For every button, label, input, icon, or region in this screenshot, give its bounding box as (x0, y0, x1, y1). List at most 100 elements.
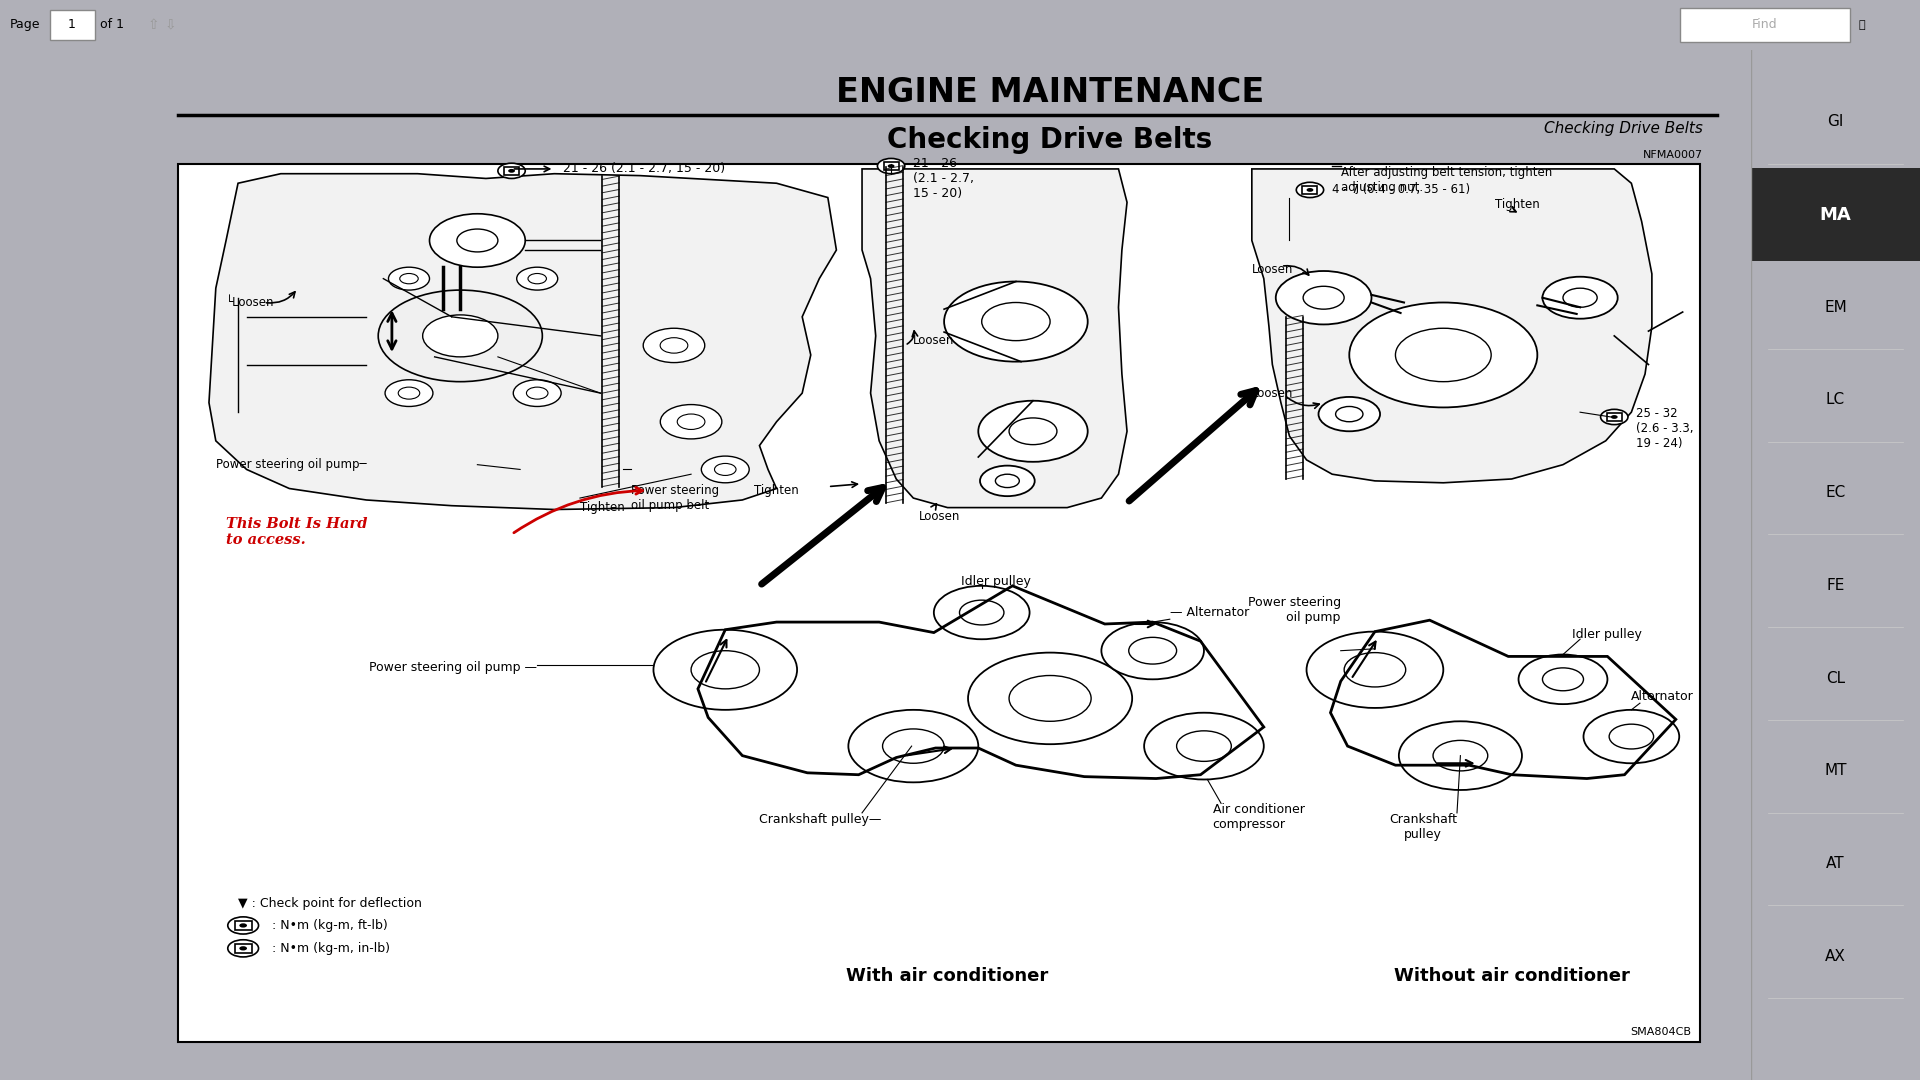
Circle shape (981, 302, 1050, 340)
Circle shape (1275, 271, 1371, 324)
Bar (883, 162, 899, 171)
Text: Idler pulley: Idler pulley (962, 575, 1031, 588)
Circle shape (1010, 675, 1091, 721)
Text: This Bolt Is Hard
to access.: This Bolt Is Hard to access. (227, 517, 367, 548)
Bar (1680, 8, 1851, 42)
Text: 25 - 32
(2.6 - 3.3,
19 - 24): 25 - 32 (2.6 - 3.3, 19 - 24) (1636, 407, 1693, 450)
Text: Page: Page (10, 18, 40, 31)
Circle shape (960, 600, 1004, 625)
Text: : N•m (kg-m, ft-lb): : N•m (kg-m, ft-lb) (273, 919, 388, 932)
Bar (179, 164, 1699, 1042)
Circle shape (887, 164, 895, 168)
Circle shape (528, 273, 547, 284)
Circle shape (1177, 731, 1231, 761)
Circle shape (1336, 406, 1363, 421)
Text: Loosen: Loosen (914, 334, 954, 347)
Circle shape (513, 380, 561, 406)
Circle shape (240, 946, 248, 950)
Bar (505, 166, 518, 175)
Text: ENGINE MAINTENANCE: ENGINE MAINTENANCE (835, 76, 1263, 109)
Text: Air conditioner
compressor: Air conditioner compressor (1213, 804, 1304, 832)
Text: Tighten: Tighten (1494, 198, 1540, 211)
Circle shape (1563, 288, 1597, 308)
Text: FE: FE (1826, 578, 1845, 593)
Text: Alternator: Alternator (1632, 690, 1693, 703)
Circle shape (399, 273, 419, 284)
Circle shape (691, 650, 760, 689)
Circle shape (1611, 415, 1619, 419)
Text: Loosen: Loosen (918, 511, 960, 524)
Circle shape (497, 163, 526, 178)
Circle shape (1010, 418, 1056, 445)
Text: Tighten: Tighten (580, 501, 624, 514)
Text: With air conditioner: With air conditioner (847, 967, 1048, 985)
Circle shape (883, 729, 945, 764)
Text: Crankshaft pulley—: Crankshaft pulley— (760, 813, 881, 826)
Circle shape (388, 267, 430, 291)
Circle shape (643, 328, 705, 363)
Circle shape (1542, 667, 1584, 691)
Text: MA: MA (1820, 205, 1851, 224)
Circle shape (1306, 632, 1444, 708)
Bar (1751, 168, 1920, 261)
Circle shape (516, 267, 557, 291)
Circle shape (678, 414, 705, 430)
Circle shape (228, 940, 259, 957)
Text: — Alternator: — Alternator (1169, 606, 1250, 619)
Text: SMA804CB: SMA804CB (1630, 1027, 1692, 1037)
Circle shape (1304, 286, 1344, 309)
Text: 🔍: 🔍 (1859, 19, 1866, 30)
Text: Power steering oil pump —: Power steering oil pump — (369, 661, 538, 674)
Text: Power steering oil pump─: Power steering oil pump─ (215, 458, 367, 471)
Text: 21 - 26 (2.1 - 2.7, 15 - 20): 21 - 26 (2.1 - 2.7, 15 - 20) (563, 162, 726, 175)
Circle shape (1400, 721, 1523, 789)
Text: Checking Drive Belts: Checking Drive Belts (887, 126, 1213, 154)
Polygon shape (209, 174, 837, 510)
Bar (1302, 186, 1317, 194)
Text: Loosen: Loosen (1252, 262, 1294, 275)
Circle shape (1344, 652, 1405, 687)
Circle shape (1601, 409, 1628, 424)
Text: GI: GI (1828, 114, 1843, 130)
Text: 4 - 7 (0.4 - 0.7, 35 - 61): 4 - 7 (0.4 - 0.7, 35 - 61) (1332, 184, 1471, 197)
Circle shape (1432, 741, 1488, 771)
Text: : N•m (kg-m, in-lb): : N•m (kg-m, in-lb) (273, 942, 390, 955)
Text: AT: AT (1826, 856, 1845, 872)
Circle shape (945, 282, 1089, 362)
Text: ⇧: ⇧ (148, 18, 159, 31)
Circle shape (1350, 302, 1538, 407)
Circle shape (877, 159, 904, 174)
Circle shape (849, 710, 979, 782)
Text: EM: EM (1824, 300, 1847, 314)
Text: Tighten: Tighten (755, 484, 799, 497)
Bar (234, 944, 252, 953)
Circle shape (968, 652, 1133, 744)
Circle shape (995, 474, 1020, 487)
Circle shape (422, 315, 497, 356)
Circle shape (240, 923, 248, 928)
Text: LC: LC (1826, 392, 1845, 407)
Circle shape (1306, 188, 1313, 192)
Circle shape (228, 917, 259, 934)
Circle shape (1129, 637, 1177, 664)
Circle shape (509, 168, 515, 173)
Circle shape (714, 463, 735, 475)
Circle shape (933, 585, 1029, 639)
Circle shape (378, 291, 541, 381)
Text: Power steering
oil pump: Power steering oil pump (1248, 596, 1340, 624)
Circle shape (1102, 622, 1204, 679)
Text: Find: Find (1753, 18, 1778, 31)
Circle shape (1609, 725, 1653, 748)
Text: AX: AX (1826, 949, 1845, 963)
Text: MT: MT (1824, 764, 1847, 779)
Circle shape (1144, 713, 1263, 780)
Circle shape (660, 405, 722, 438)
Text: └Loosen: └Loosen (227, 296, 275, 309)
Circle shape (430, 214, 526, 267)
Circle shape (1542, 276, 1619, 319)
Text: of 1: of 1 (100, 18, 125, 31)
Text: After adjusting belt tension, tighten
adjusting nut.: After adjusting belt tension, tighten ad… (1340, 166, 1551, 194)
Text: 1: 1 (67, 18, 77, 31)
Bar (234, 921, 252, 930)
Circle shape (1319, 397, 1380, 431)
